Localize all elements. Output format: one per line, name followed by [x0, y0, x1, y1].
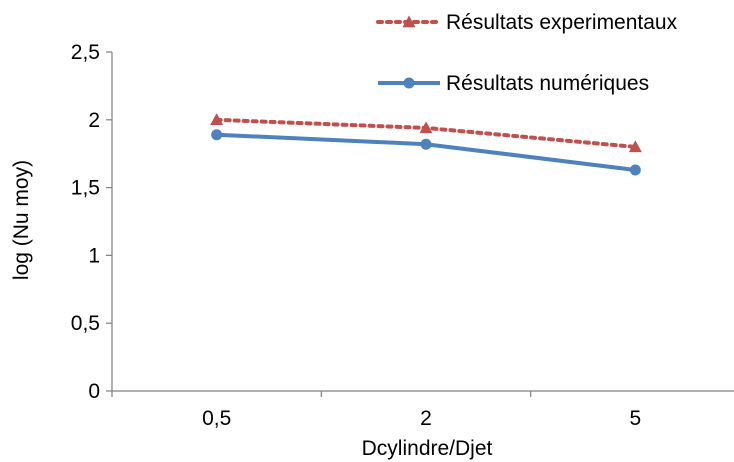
axes: 0 0,5 1 1,5 2 2,5 0,5 2 5 — [71, 41, 734, 430]
data-point — [211, 129, 223, 141]
series-1 — [210, 113, 642, 153]
y-axis-title: log (Nu moy) — [10, 160, 33, 280]
data-point — [629, 164, 641, 176]
legend-swatch-marker — [403, 77, 415, 89]
y-tick-label: 0,5 — [71, 312, 100, 335]
y-tick-label: 1,5 — [71, 177, 100, 200]
y-tick-label: 2,5 — [71, 41, 100, 64]
legend-swatch-marker — [402, 15, 416, 28]
x-tick-label: 5 — [629, 407, 641, 430]
y-tick-label: 1 — [88, 244, 100, 267]
y-tick-label: 0 — [88, 380, 100, 403]
data-point — [628, 140, 642, 153]
data-point — [419, 121, 433, 134]
legend-item-1: Résultats experimentaux — [376, 11, 678, 34]
legend-label: Résultats experimentaux — [446, 11, 678, 34]
series-layer — [210, 113, 642, 176]
x-axis-title: Dcylindre/Djet — [362, 437, 493, 460]
legend-item-2: Résultats numériques — [378, 72, 649, 95]
x-tick-label: 0,5 — [202, 407, 231, 430]
series-2 — [211, 129, 641, 176]
data-point — [420, 138, 432, 150]
y-tick-label: 2 — [88, 109, 100, 132]
x-tick-label: 2 — [420, 407, 432, 430]
data-point — [210, 113, 224, 125]
legend-label: Résultats numériques — [446, 72, 649, 95]
legend: Résultats experimentaux Résultats numériq… — [376, 11, 678, 95]
